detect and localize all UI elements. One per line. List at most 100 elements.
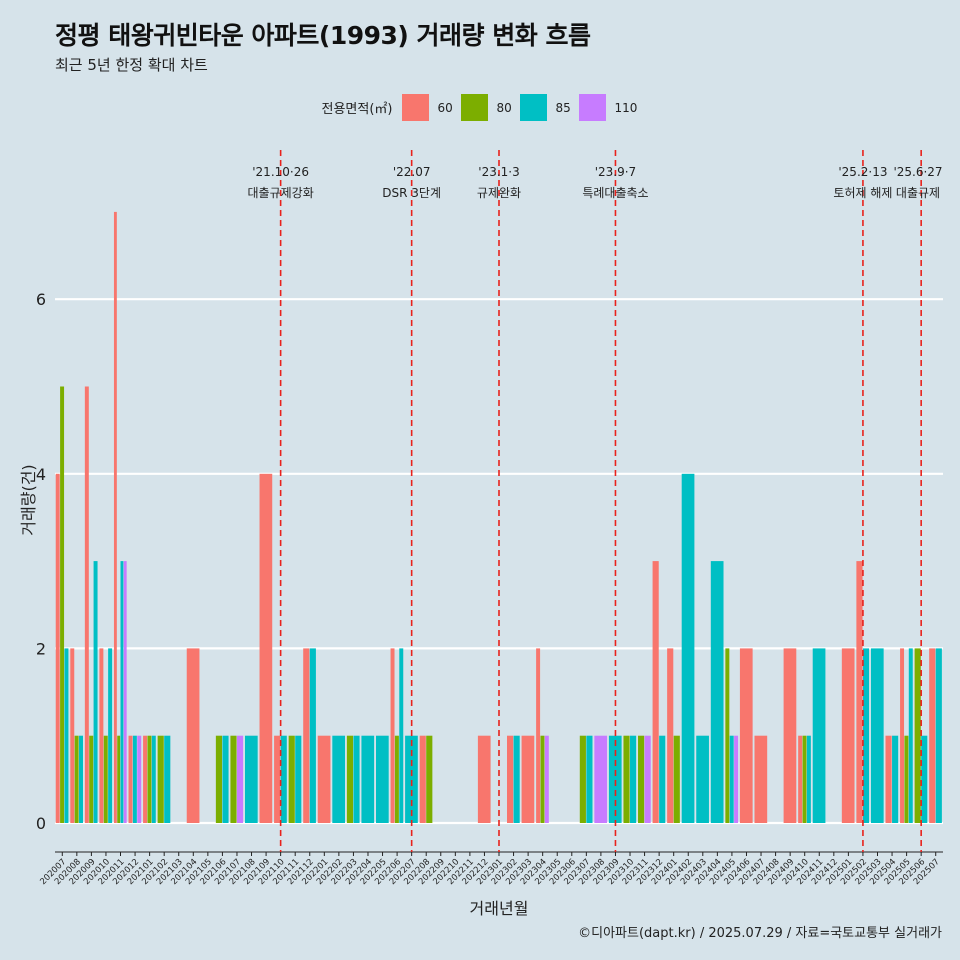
bar xyxy=(513,735,520,823)
bar xyxy=(303,648,310,823)
legend-title: 전용면적(㎡) xyxy=(321,102,393,117)
bar xyxy=(375,735,389,823)
bar xyxy=(594,735,608,823)
legend: 전용면적(㎡) 60 80 85 110 xyxy=(0,94,960,121)
bar xyxy=(84,386,89,823)
bar xyxy=(783,648,797,823)
legend-label-85: 85 xyxy=(555,100,571,115)
chart-title: 정평 태왕귀빈타운 아파트(1993) 거래량 변화 흐름 xyxy=(55,21,591,50)
bar xyxy=(579,735,586,823)
bar xyxy=(215,735,223,823)
bar xyxy=(929,648,936,823)
bar xyxy=(288,735,295,823)
bar xyxy=(419,735,426,823)
legend-label-60: 60 xyxy=(437,100,453,115)
bar xyxy=(309,648,316,823)
legend-swatch-110 xyxy=(579,94,607,121)
bar xyxy=(317,735,331,823)
bar xyxy=(244,735,258,823)
y-tick-label: 4 xyxy=(36,465,46,484)
legend-item-85: 85 xyxy=(520,94,575,121)
bar xyxy=(60,386,65,823)
bar xyxy=(521,735,535,823)
y-tick-label: 0 xyxy=(36,814,46,833)
annotation-label: DSR 3단계 xyxy=(382,186,441,200)
bar xyxy=(117,735,121,823)
annotation-label: 토허제 해제 xyxy=(833,186,892,200)
bar xyxy=(120,561,124,823)
bar xyxy=(405,735,418,823)
bar xyxy=(862,648,870,823)
annotation-date: '22.07 xyxy=(393,165,431,179)
bar xyxy=(151,735,156,823)
legend-swatch-60 xyxy=(402,94,430,121)
bar xyxy=(164,735,171,823)
bar xyxy=(673,735,680,823)
bar xyxy=(659,735,666,823)
bar xyxy=(638,735,645,823)
bar xyxy=(696,735,709,823)
bar xyxy=(885,735,892,823)
bar xyxy=(280,735,287,823)
legend-item-80: 80 xyxy=(461,94,516,121)
bar xyxy=(734,735,739,823)
legend-swatch-80 xyxy=(461,94,489,121)
bar xyxy=(586,735,593,823)
bar xyxy=(236,735,244,823)
legend-label-80: 80 xyxy=(496,100,512,115)
bar xyxy=(904,735,909,823)
annotation-date: '21.10·26 xyxy=(252,165,309,179)
bar xyxy=(274,735,281,823)
bar xyxy=(798,735,803,823)
bar xyxy=(103,735,108,823)
bar xyxy=(739,648,753,823)
bar xyxy=(900,648,905,823)
bar xyxy=(99,648,104,823)
source-caption: ©디아파트(dapt.kr) / 2025.07.29 / 자료=국토교통부 실… xyxy=(578,926,942,941)
bar xyxy=(147,735,152,823)
annotation-label: 규제완화 xyxy=(477,186,521,200)
annotation-date: '25.2·13 xyxy=(838,165,887,179)
bar xyxy=(222,735,229,823)
annotation-date: '23.9·7 xyxy=(595,165,636,179)
bar xyxy=(536,648,541,823)
bar xyxy=(908,648,913,823)
chart-subtitle: 최근 5년 한정 확대 차트 xyxy=(55,56,208,74)
bar xyxy=(186,648,200,823)
annotation-date: '25.6·27 xyxy=(893,165,942,179)
bar xyxy=(64,648,69,823)
bar xyxy=(353,735,360,823)
y-tick-label: 2 xyxy=(36,639,46,658)
bar xyxy=(332,735,346,823)
bar xyxy=(921,735,928,823)
annotation-date: '23.1·3 xyxy=(478,165,519,179)
bar xyxy=(79,735,83,823)
bar xyxy=(681,473,695,823)
bar xyxy=(426,735,433,823)
bar xyxy=(710,561,724,823)
bar xyxy=(630,735,637,823)
bar xyxy=(113,211,117,823)
bar xyxy=(143,735,148,823)
bar xyxy=(230,735,237,823)
bar xyxy=(623,735,630,823)
bar xyxy=(394,735,399,823)
bar xyxy=(70,648,75,823)
bar xyxy=(89,735,94,823)
legend-item-60: 60 xyxy=(402,94,457,121)
bar xyxy=(725,648,730,823)
bar xyxy=(346,735,354,823)
bar xyxy=(856,561,863,823)
bar xyxy=(914,648,921,823)
bar xyxy=(870,648,884,823)
legend-item-110: 110 xyxy=(579,94,637,121)
x-axis-title: 거래년월 xyxy=(470,899,529,918)
bar xyxy=(137,735,142,823)
bar xyxy=(132,735,137,823)
bar xyxy=(544,735,549,823)
legend-swatch-85 xyxy=(520,94,548,121)
bar xyxy=(935,648,942,823)
bar xyxy=(892,735,899,823)
bar xyxy=(128,735,133,823)
